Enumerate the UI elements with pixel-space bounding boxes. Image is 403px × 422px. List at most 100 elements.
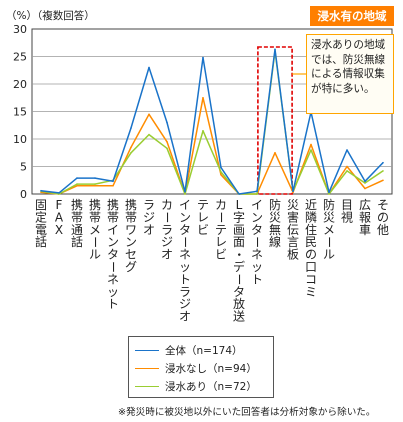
data-point: [58, 192, 60, 194]
x-tick-char: 近: [305, 198, 317, 212]
x-tick-char: ラ: [161, 223, 173, 237]
series-line-0: [40, 48, 384, 195]
y-tick-label: 10: [13, 133, 27, 146]
data-point: [310, 149, 312, 151]
x-tick-char: メ: [89, 223, 101, 237]
x-tick-char: 防: [269, 197, 281, 212]
data-point: [166, 121, 168, 124]
data-point: [202, 96, 204, 99]
data-point: [220, 166, 222, 169]
x-tick-char: 口: [305, 260, 317, 274]
x-tick-char: 定: [35, 209, 47, 224]
data-point: [220, 173, 222, 176]
legend-label-flood-no: 浸水なし（n=94）: [165, 362, 257, 375]
x-tick-char: 話: [35, 234, 47, 249]
data-point: [202, 129, 204, 132]
data-point: [184, 193, 186, 195]
data-point: [256, 193, 258, 195]
data-point: [76, 177, 78, 179]
x-tick-label: 広報車: [359, 198, 371, 237]
data-point: [220, 171, 222, 173]
x-tick-char: ー: [232, 273, 246, 285]
x-tick-char: 帯: [107, 210, 119, 224]
x-tick-char: 報: [359, 210, 371, 224]
data-point: [76, 183, 78, 185]
x-tick-char: タ: [179, 223, 191, 237]
x-tick-char: ン: [125, 235, 137, 249]
x-tick-char: ラ: [179, 285, 191, 299]
x-tick-char: ン: [251, 210, 263, 224]
x-tick-char: ラ: [143, 198, 155, 212]
x-tick-char: そ: [377, 198, 389, 212]
x-tick-char: の: [305, 248, 317, 262]
x-tick-char: ン: [107, 235, 119, 249]
data-point: [328, 193, 330, 195]
x-tick-char: 害: [287, 209, 299, 224]
legend-swatch-flood-yes: [135, 385, 159, 387]
data-point: [148, 66, 150, 69]
x-tick-char: 帯: [89, 210, 101, 224]
data-point: [328, 191, 330, 194]
x-tick-char: デ: [233, 259, 245, 274]
highlight-box: [257, 46, 293, 195]
x-tick-char: グ: [125, 260, 137, 274]
data-point: [112, 180, 114, 183]
x-tick-char: 帯: [71, 210, 83, 224]
legend-item-flood-no: 浸水なし（n=94）: [135, 359, 267, 377]
x-tick-char: 携: [107, 197, 119, 212]
x-tick-char: F: [56, 198, 63, 212]
x-tick-char: ル: [323, 248, 335, 262]
x-tick-label: 目視: [341, 198, 353, 224]
x-tick-char: 板: [287, 248, 299, 262]
x-tick-char: レ: [215, 235, 227, 249]
legend-swatch-flood-no: [135, 367, 159, 369]
x-tick-char: 字: [233, 209, 245, 224]
data-point: [94, 184, 96, 187]
data-point: [346, 149, 348, 151]
data-point: [184, 191, 186, 193]
y-axis-unit-label: （%）（複数回答）: [6, 10, 95, 22]
data-point: [310, 143, 312, 146]
data-point: [346, 170, 348, 172]
x-tick-char: X: [55, 223, 63, 237]
x-tick-char: ネ: [107, 272, 119, 286]
x-tick-char: ジ: [161, 235, 173, 249]
x-tick-char: 民: [305, 235, 317, 249]
x-tick-char: ン: [179, 210, 191, 224]
x-tick-label: ラジオ: [143, 198, 155, 237]
data-point: [148, 113, 150, 116]
x-tick-char: ー: [88, 236, 102, 248]
x-tick-char: タ: [107, 248, 119, 262]
x-tick-char: ッ: [179, 260, 191, 274]
x-tick-char: 隣: [305, 209, 317, 224]
x-tick-char: 放: [233, 296, 245, 311]
x-tick-char: オ: [179, 310, 191, 324]
x-tick-char: 電: [35, 223, 47, 237]
x-tick-char: ・: [232, 249, 246, 261]
x-tick-char: 広: [359, 198, 371, 212]
x-tick-label: その他: [377, 198, 389, 237]
x-tick-label: 防災無線: [269, 197, 281, 249]
data-point: [166, 140, 168, 143]
x-tick-char: ビ: [197, 223, 209, 237]
data-point: [292, 191, 294, 194]
x-tick-char: ト: [179, 272, 191, 286]
x-tick-char: テ: [215, 223, 227, 237]
x-tick-char: ジ: [143, 210, 155, 224]
x-tick-char: ー: [214, 211, 228, 223]
x-tick-char: ッ: [107, 285, 119, 299]
x-tick-char: 画: [233, 223, 245, 237]
legend-swatch-all: [135, 349, 159, 351]
data-point: [238, 193, 240, 195]
data-point: [274, 48, 276, 51]
x-tick-char: メ: [323, 223, 335, 237]
x-tick-char: コ: [305, 272, 317, 286]
x-tick-char: ミ: [305, 285, 317, 299]
data-point: [256, 190, 258, 193]
x-tick-char: ー: [322, 236, 336, 248]
x-tick-char: イ: [179, 198, 191, 212]
